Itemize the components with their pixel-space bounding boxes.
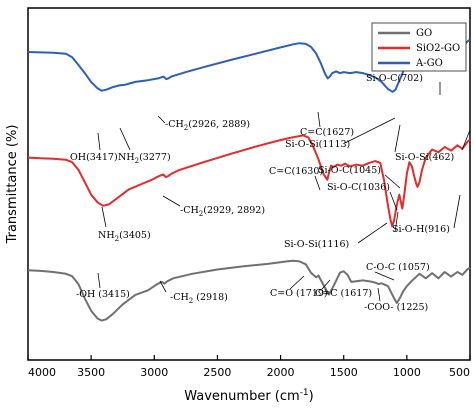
annotation-pointer bbox=[157, 115, 166, 124]
x-axis-title-close: ) bbox=[309, 389, 314, 404]
x-tick-label: 1000 bbox=[393, 366, 421, 379]
annotation-ago-cc: C=C(1627) bbox=[300, 127, 354, 138]
x-axis-title-main: Wavenumber (cm bbox=[184, 389, 299, 404]
annotation-sgo-ch2: -CH2(2929, 2892) bbox=[180, 205, 265, 218]
annotation-pointer bbox=[321, 279, 331, 290]
annotation-pointer bbox=[162, 195, 181, 207]
annotation-ago-nh2: NH2(3277) bbox=[118, 152, 171, 165]
annotation-pointer bbox=[389, 191, 398, 211]
annotation-ago-oh: OH(3417) bbox=[70, 152, 118, 163]
x-axis-title: Wavenumber (cm-1) bbox=[184, 388, 314, 404]
legend: GO SiO2-GO A-GO bbox=[371, 22, 467, 72]
annotation-sgo-siosi: Si-O-Si(1116) bbox=[284, 239, 349, 250]
annotation-pointer bbox=[97, 272, 101, 289]
series-line-go bbox=[27, 259, 471, 322]
annotation-layer: OH(3417) NH2(3277) -CH2(2926, 2889) C=C(162… bbox=[70, 73, 471, 313]
x-tick-label: 1500 bbox=[330, 366, 358, 379]
annotation-pointer bbox=[159, 280, 167, 293]
annotation-pointer bbox=[394, 124, 401, 153]
annotation-sgo-nh2: NH2(3405) bbox=[98, 230, 151, 243]
annotation-ago-siosi: Si-O-Si(1113) bbox=[285, 139, 350, 150]
annotation-pointer bbox=[97, 132, 101, 151]
annotation-pointer bbox=[374, 271, 395, 281]
legend-label-sio2-go: SiO2-GO bbox=[416, 43, 460, 54]
annotation-pointer bbox=[289, 275, 305, 290]
annotation-sgo-sioc1036: Si-O-C(1036) bbox=[327, 182, 390, 193]
annotation-sgo-sioh: Si-O-H(916) bbox=[392, 224, 450, 235]
x-tick-label: 3000 bbox=[140, 366, 168, 379]
x-tick-label: 2500 bbox=[203, 366, 231, 379]
annotation-pointer bbox=[394, 211, 399, 233]
x-axis-title-sup: -1 bbox=[300, 388, 309, 398]
annotation-sgo-cc: C=C(1630) bbox=[269, 166, 323, 177]
annotation-go-coc: C-O-C (1057) bbox=[366, 262, 430, 273]
annotation-pointer bbox=[461, 129, 471, 151]
annotation-ago-sioc702: Si-O-C(702) bbox=[366, 73, 423, 84]
x-axis-ticks: 4000 3500 3000 2500 2000 1500 1000 500 bbox=[27, 355, 471, 379]
x-tick-label: 4000 bbox=[28, 366, 56, 379]
plot-frame bbox=[27, 7, 471, 361]
annotation-sgo-sioc1045: Si-O-C(1045) bbox=[318, 165, 381, 176]
annotation-go-cc: C=C (1617) bbox=[315, 288, 372, 299]
annotation-pointer bbox=[317, 111, 321, 128]
annotation-pointer bbox=[357, 222, 388, 244]
annotation-go-co: C=O (1719) bbox=[270, 288, 328, 299]
annotation-pointer bbox=[453, 194, 461, 229]
x-tick-label: 3500 bbox=[77, 366, 105, 379]
annotation-go-oh: -OH (3415) bbox=[76, 289, 130, 300]
x-tick-label: 500 bbox=[449, 366, 470, 379]
annotation-pointer bbox=[101, 206, 107, 228]
annotation-pointer bbox=[377, 287, 381, 302]
annotation-go-ch2: -CH2 (2918) bbox=[170, 292, 228, 305]
legend-label-a-go: A-GO bbox=[415, 58, 443, 69]
annotation-pointer bbox=[314, 175, 321, 191]
series-line-sio2-go bbox=[27, 134, 471, 228]
annotation-go-coo: -COO- (1225) bbox=[364, 302, 428, 313]
legend-label-go: GO bbox=[416, 28, 432, 39]
annotation-ago-ch2: -CH2(2926, 2889) bbox=[165, 119, 250, 132]
annotation-pointer bbox=[384, 174, 401, 189]
y-axis-title: Transmittance (%) bbox=[5, 125, 20, 245]
annotation-pointer bbox=[344, 117, 396, 144]
x-tick-label: 2000 bbox=[267, 366, 295, 379]
annotation-pointer bbox=[119, 127, 131, 151]
annotation-ago-sio462: Si-O-Si(462) bbox=[395, 152, 454, 163]
